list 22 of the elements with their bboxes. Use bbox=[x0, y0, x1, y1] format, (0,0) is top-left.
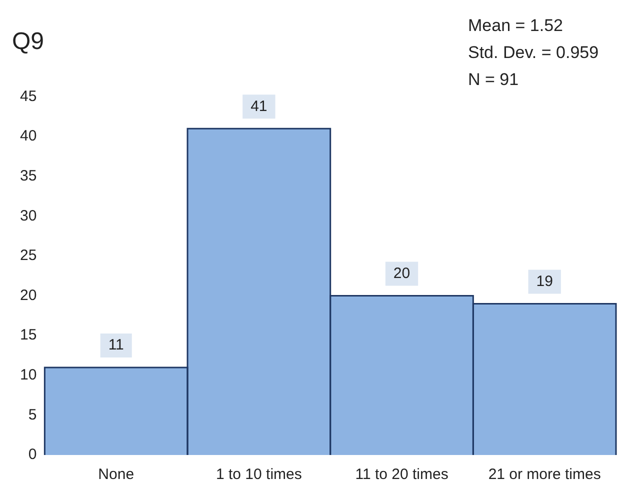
data-label: 20 bbox=[393, 264, 410, 282]
x-tick-label: None bbox=[98, 466, 134, 484]
y-tick-label: 35 bbox=[20, 168, 37, 185]
text: N = 91 bbox=[468, 69, 520, 91]
y-tick-label: 40 bbox=[20, 128, 37, 145]
x-tick-label: 1 to 10 times bbox=[216, 466, 302, 484]
y-tick-label: 30 bbox=[20, 207, 37, 224]
y-tick-label: 5 bbox=[28, 406, 37, 424]
y-tick-label: 0 bbox=[28, 446, 37, 464]
y-tick-label: 25 bbox=[20, 247, 37, 264]
y-tick-label: 45 bbox=[20, 88, 37, 105]
data-label: 41 bbox=[250, 98, 268, 115]
chart-title: Q9 bbox=[12, 28, 44, 56]
y-tick-label: 10 bbox=[20, 366, 37, 384]
text: Std. Dev. = 0.959 bbox=[468, 42, 599, 64]
y-tick-label: 15 bbox=[20, 326, 37, 344]
data-label: 19 bbox=[536, 272, 553, 290]
text: Mean = 1.52 bbox=[468, 15, 564, 37]
x-tick-label: 21 or more times bbox=[488, 466, 601, 484]
x-tick-label: 11 to 20 times bbox=[355, 466, 448, 484]
y-tick-label: 20 bbox=[20, 286, 37, 304]
data-label: 11 bbox=[108, 336, 124, 354]
